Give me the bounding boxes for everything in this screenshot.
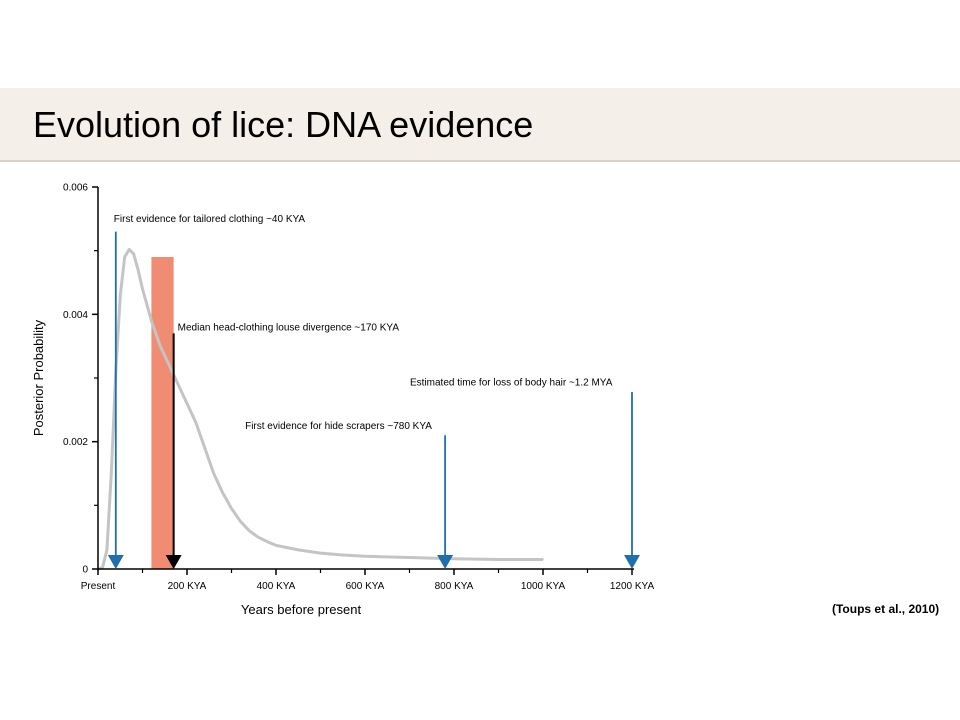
x-tick-label: Present bbox=[81, 581, 116, 592]
y-tick-label: 0.006 bbox=[63, 183, 88, 194]
x-tick-label: 400 KYA bbox=[257, 581, 296, 592]
data-point bbox=[159, 345, 162, 347]
data-point bbox=[248, 530, 251, 532]
data-point bbox=[101, 566, 104, 569]
data-point bbox=[239, 520, 242, 523]
data-point bbox=[453, 558, 455, 560]
data-point bbox=[257, 536, 260, 538]
x-tick-label: 1000 KYA bbox=[521, 581, 566, 592]
data-point bbox=[319, 552, 322, 554]
data-point bbox=[297, 549, 300, 551]
data-point bbox=[186, 402, 188, 405]
data-point bbox=[542, 558, 544, 561]
y-tick-label: 0 bbox=[82, 565, 88, 576]
data-point bbox=[128, 248, 130, 251]
slide-title: Evolution of lice: DNA evidence bbox=[33, 104, 534, 145]
data-point bbox=[364, 555, 366, 558]
x-tick-label: 600 KYA bbox=[346, 581, 385, 592]
annotations-layer: First evidence for tailored clothing ~40… bbox=[107, 214, 640, 569]
data-point bbox=[195, 421, 197, 424]
data-point bbox=[141, 288, 144, 290]
data-point bbox=[137, 268, 139, 271]
highlight-band bbox=[151, 257, 174, 569]
annotation-label: Estimated time for loss of body hair ~1.… bbox=[410, 378, 613, 389]
series-line-0 bbox=[97, 247, 543, 571]
citation: (Toups et al., 2010) bbox=[832, 602, 940, 616]
annotation-arrow-head bbox=[624, 555, 640, 569]
annotation-arrow-head bbox=[165, 555, 182, 569]
data-point bbox=[204, 447, 206, 449]
data-point bbox=[177, 383, 179, 386]
data-point bbox=[221, 491, 224, 494]
y-tick-label: 0.004 bbox=[63, 310, 88, 321]
title-band bbox=[0, 88, 960, 162]
y-axis-label: Posterior Probability bbox=[31, 319, 46, 436]
annotation-arrow-head bbox=[107, 555, 124, 569]
x-tick-label: 1200 KYA bbox=[610, 581, 655, 592]
data-point bbox=[408, 556, 411, 559]
data-point bbox=[341, 554, 344, 556]
data-point bbox=[110, 472, 113, 475]
y-tick-label: 0.002 bbox=[63, 437, 88, 448]
annotation-label: First evidence for tailored clothing ~40… bbox=[114, 214, 306, 225]
data-point bbox=[497, 558, 500, 561]
data-point bbox=[123, 256, 126, 258]
x-tick-label: 800 KYA bbox=[435, 581, 474, 592]
data-point bbox=[106, 549, 108, 551]
annotation-arrow-head bbox=[437, 555, 454, 569]
highlight-band-layer bbox=[151, 257, 174, 569]
data-point bbox=[275, 544, 277, 547]
curve-layer bbox=[97, 247, 544, 571]
data-point bbox=[119, 294, 122, 297]
axes-layer: 0 0.002 0.004 0.006 Present 200 KYA 400 KYA 600… bbox=[31, 183, 654, 618]
data-point bbox=[230, 507, 233, 510]
data-point bbox=[212, 472, 215, 475]
data-point bbox=[266, 540, 268, 543]
annotation-label: Median head-clothing louse divergence ~1… bbox=[178, 322, 400, 333]
data-point bbox=[132, 253, 135, 255]
data-point bbox=[168, 364, 170, 367]
x-tick-label: 200 KYA bbox=[168, 581, 207, 592]
data-point bbox=[150, 319, 153, 322]
x-axis-label: Years before present bbox=[241, 602, 362, 617]
annotation-label: First evidence for hide scrapers ~780 KY… bbox=[245, 421, 432, 432]
